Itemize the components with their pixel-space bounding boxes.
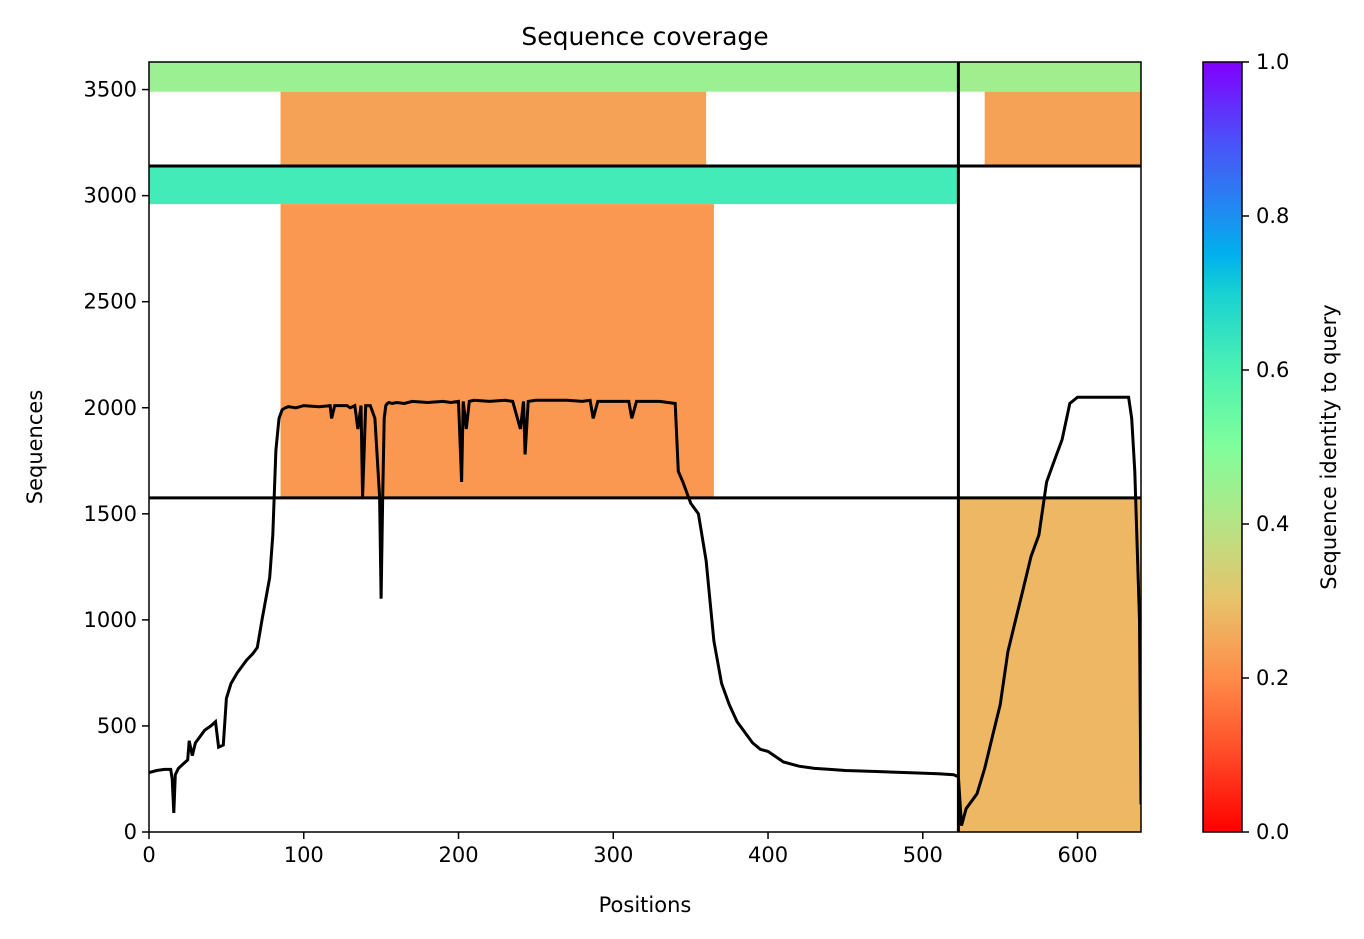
x-tick-label: 200 [438,843,478,867]
x-tick-label: 500 [903,843,943,867]
coverage-block-7 [958,497,1141,832]
colorbar-tick-label: 0.0 [1256,820,1289,844]
x-tick-label: 100 [284,843,324,867]
coverage-block-4 [280,204,714,498]
x-tick-label: 400 [748,843,788,867]
colorbar-tick-label: 0.8 [1256,204,1289,228]
x-tick-label: 300 [593,843,633,867]
coverage-heatmap [149,62,1141,832]
colorbar-tick-label: 0.6 [1256,358,1289,382]
y-tick-label: 1000 [84,608,137,632]
y-tick-label: 500 [97,714,137,738]
y-axis-ticks: 0 500 1000 1500 2000 2500 3000 3500 [84,78,149,844]
plot-frame [148,61,1142,833]
x-axis-ticks: 0 100 200 300 400 500 600 [142,832,1098,867]
colorbar [1202,61,1243,833]
y-tick-label: 2000 [84,396,137,420]
y-tick-label: 3000 [84,184,137,208]
coverage-block-5 [958,62,1141,92]
colorbar-label: Sequence identity to query [1317,304,1341,589]
y-tick-label: 3500 [84,78,137,102]
y-axis-label: Sequences [23,390,47,505]
x-tick-label: 600 [1058,843,1098,867]
y-tick-label: 0 [124,820,137,844]
coverage-line [149,395,1141,826]
y-tick-label: 2500 [84,290,137,314]
colorbar-tick-label: 0.4 [1256,512,1289,536]
x-tick-label: 0 [142,843,155,867]
coverage-block-1 [149,62,959,92]
coverage-block-3 [280,91,707,166]
segment-separators [149,62,1141,832]
coverage-block-2 [149,165,959,205]
colorbar-tick-label: 0.2 [1256,666,1289,690]
x-axis-label: Positions [599,893,692,917]
coverage-block-6 [984,91,1141,166]
y-tick-label: 1500 [84,502,137,526]
colorbar-ticks: 0.0 0.2 0.4 0.6 0.8 1.0 [1242,50,1289,844]
chart-title: Sequence coverage [521,22,768,51]
colorbar-tick-label: 1.0 [1256,50,1289,74]
